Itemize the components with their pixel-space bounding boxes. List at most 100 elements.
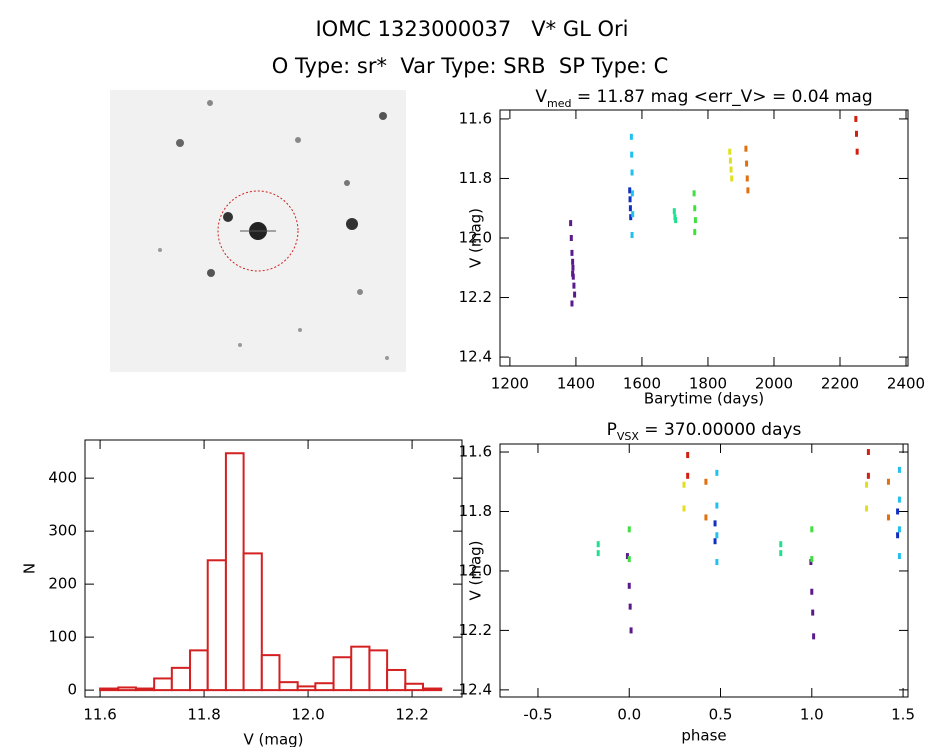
point <box>686 472 690 479</box>
hist-bar <box>368 649 389 692</box>
figure-subtitle: O Type: sr* Var Type: SRB SP Type: C <box>272 54 669 78</box>
y-tick-label: 11.6 <box>459 443 492 461</box>
x-tick-label: 1200 <box>491 375 529 393</box>
x-tick-label: 11.8 <box>187 706 220 724</box>
point <box>865 505 869 512</box>
point <box>810 588 814 595</box>
point <box>728 157 732 164</box>
x-tick-label: 12.2 <box>395 706 428 724</box>
point <box>713 520 717 527</box>
hist-bar <box>260 654 281 692</box>
point <box>866 449 870 456</box>
sky-image <box>110 90 406 372</box>
title-part: med <box>547 97 571 110</box>
point <box>570 249 574 256</box>
point <box>630 190 634 197</box>
point <box>855 148 859 155</box>
hist-bar <box>170 666 192 692</box>
x-tick-label: 0.5 <box>709 706 733 724</box>
plot-frame <box>84 439 463 698</box>
point <box>631 211 635 218</box>
y-tick-label: 11.6 <box>459 109 492 127</box>
hist-bar <box>422 687 443 692</box>
point <box>704 514 708 521</box>
point <box>897 496 901 503</box>
point <box>628 196 632 203</box>
x-tick-label: 2400 <box>887 375 925 393</box>
hist-bar <box>242 552 263 692</box>
x-tick-label: 1.5 <box>891 706 915 724</box>
hist-bar <box>189 649 209 692</box>
point <box>569 220 573 227</box>
hist-bar <box>404 682 425 692</box>
point <box>715 559 719 566</box>
point <box>627 526 631 533</box>
point <box>854 115 858 122</box>
point <box>692 190 696 197</box>
point <box>779 550 783 557</box>
point <box>686 452 690 458</box>
x-axis-label: phase <box>681 727 726 745</box>
point <box>704 478 708 485</box>
point <box>896 508 900 515</box>
title-part: P <box>607 420 617 440</box>
hist-bar <box>296 685 317 692</box>
title-part: VSX <box>617 430 640 443</box>
point <box>886 514 890 521</box>
figure-title: IOMC 1323000037 V* GL Ori <box>315 17 628 41</box>
point <box>713 538 717 545</box>
point <box>779 541 783 548</box>
title-part: = 370.00000 days <box>639 420 802 440</box>
y-tick-label: 300 <box>48 522 77 540</box>
hist-bar <box>206 559 227 692</box>
y-tick-label: 12.2 <box>459 288 492 306</box>
point <box>629 214 633 221</box>
point <box>674 217 678 224</box>
point <box>744 145 748 152</box>
plot-frame <box>499 443 909 698</box>
point <box>745 160 749 167</box>
y-tick-label: 400 <box>48 469 77 487</box>
point <box>812 633 816 640</box>
x-axis-label: Barytime (days) <box>644 390 764 408</box>
point <box>810 556 814 563</box>
point <box>628 603 632 610</box>
point <box>745 175 749 182</box>
hist-bar <box>332 656 353 692</box>
point <box>672 208 676 215</box>
x-tick-label: 1400 <box>557 375 595 393</box>
hist-bar <box>386 668 407 692</box>
point <box>630 151 634 158</box>
point <box>693 229 697 236</box>
y-axis-label: N <box>21 563 39 574</box>
point <box>730 175 734 182</box>
point <box>865 481 869 488</box>
point <box>746 187 750 194</box>
point <box>896 532 900 539</box>
point <box>628 205 632 212</box>
title-part: = 11.87 mag <err_V> = 0.04 mag <box>571 87 872 107</box>
x-tick-label: 12.0 <box>291 706 324 724</box>
y-tick-label: 12.2 <box>459 621 492 639</box>
hist-bar <box>278 681 299 692</box>
point <box>811 609 815 616</box>
point <box>897 553 901 560</box>
hist-bar <box>117 686 137 692</box>
point <box>866 472 870 479</box>
point <box>728 148 732 155</box>
chart-title: Vmed = 11.87 mag <err_V> = 0.04 mag <box>535 87 872 110</box>
point <box>682 505 686 512</box>
point <box>627 556 631 563</box>
hist-bar <box>99 687 120 692</box>
y-tick-label: 100 <box>48 628 77 646</box>
point <box>810 526 814 533</box>
point <box>570 300 574 307</box>
x-axis-label: V (mag) <box>243 731 303 747</box>
x-tick-label: 11.6 <box>83 706 116 724</box>
point <box>628 187 632 194</box>
point <box>571 270 575 277</box>
point <box>569 235 573 241</box>
y-axis-label: V (mag) <box>467 208 485 268</box>
point <box>693 205 697 212</box>
